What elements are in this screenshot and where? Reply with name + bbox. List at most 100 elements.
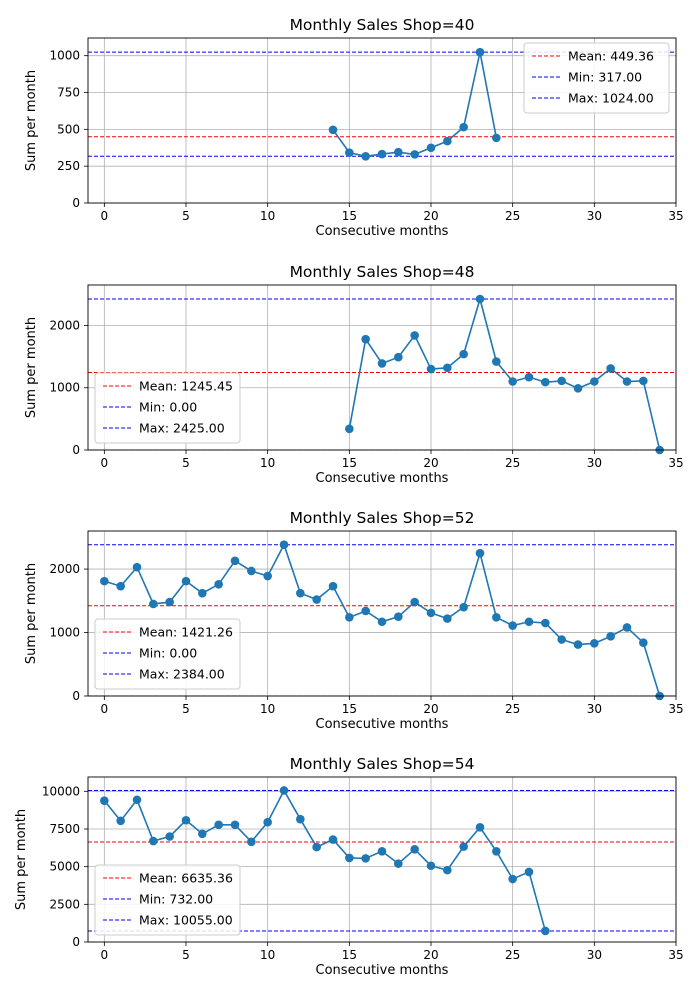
data-point bbox=[426, 364, 436, 374]
x-tick-label: 25 bbox=[505, 456, 520, 470]
data-point bbox=[214, 820, 223, 830]
x-tick-label: 0 bbox=[101, 702, 109, 716]
x-tick-label: 5 bbox=[182, 456, 190, 470]
data-point bbox=[426, 861, 436, 871]
data-point bbox=[377, 149, 387, 159]
y-axis-label: Sum per month bbox=[24, 70, 39, 171]
data-point bbox=[198, 829, 207, 839]
data-point bbox=[116, 581, 125, 591]
data-point bbox=[410, 150, 419, 159]
data-point bbox=[541, 377, 550, 387]
x-tick-label: 15 bbox=[342, 702, 357, 716]
data-point bbox=[361, 854, 370, 863]
data-point bbox=[639, 376, 648, 386]
data-point bbox=[590, 639, 599, 648]
x-tick-label: 25 bbox=[505, 209, 520, 223]
data-point bbox=[361, 606, 370, 616]
data-point bbox=[426, 143, 436, 153]
x-tick-label: 30 bbox=[587, 702, 602, 716]
data-point bbox=[100, 796, 109, 805]
x-tick-label: 35 bbox=[668, 456, 683, 470]
x-tick-label: 10 bbox=[260, 209, 275, 223]
y-tick-label: 7500 bbox=[49, 822, 80, 836]
legend-entry-label: Min: 0.00 bbox=[139, 400, 197, 415]
x-tick-label: 30 bbox=[587, 209, 602, 223]
subplot-4: 0 5 10 15 20 25 30 35 0 2500 5000 7500 10000 Monthly … bbox=[14, 755, 684, 978]
data-point bbox=[230, 556, 240, 566]
data-point bbox=[622, 623, 632, 632]
x-tick-label: 25 bbox=[505, 702, 520, 716]
x-tick-label: 35 bbox=[668, 702, 683, 716]
data-point bbox=[377, 617, 387, 627]
subplot-1: 0 5 10 15 20 25 30 35 0 250 500 750 1000 Monthly Sale… bbox=[24, 16, 684, 239]
x-tick-label: 20 bbox=[423, 702, 438, 716]
legend-entry-label: Mean: 449.36 bbox=[568, 49, 654, 64]
data-point bbox=[181, 815, 191, 825]
data-point bbox=[606, 632, 615, 641]
y-tick-label: 250 bbox=[57, 159, 80, 173]
data-point bbox=[475, 548, 485, 558]
chart-title: Monthly Sales Shop=54 bbox=[290, 755, 475, 773]
y-tick-label: 2500 bbox=[49, 897, 80, 911]
data-point bbox=[475, 294, 485, 304]
y-axis-label: Sum per month bbox=[24, 317, 39, 418]
y-tick-label: 1000 bbox=[49, 381, 80, 395]
data-point bbox=[394, 612, 403, 621]
legend: Mean: 1421.26 Min: 0.00 Max: 2384.00 bbox=[94, 618, 241, 690]
y-tick-label: 1000 bbox=[49, 626, 80, 640]
legend-entry-label: Max: 2384.00 bbox=[139, 667, 225, 682]
data-point bbox=[443, 136, 452, 146]
x-tick-label: 5 bbox=[182, 948, 190, 962]
data-point bbox=[410, 597, 419, 607]
x-axis-label: Consecutive months bbox=[316, 224, 449, 239]
x-tick-label: 30 bbox=[587, 456, 602, 470]
data-point bbox=[475, 47, 485, 57]
data-point bbox=[345, 424, 354, 434]
data-point bbox=[361, 334, 370, 344]
data-point bbox=[132, 795, 142, 805]
data-point bbox=[377, 846, 387, 856]
y-tick-label: 2000 bbox=[49, 318, 80, 332]
axes-frame bbox=[87, 776, 677, 943]
data-point bbox=[247, 837, 256, 847]
data-point bbox=[508, 621, 517, 630]
data-point bbox=[198, 588, 207, 598]
data-point bbox=[524, 372, 534, 382]
data-point bbox=[541, 618, 550, 628]
x-tick-label: 10 bbox=[260, 702, 275, 716]
data-point bbox=[312, 595, 321, 604]
data-point bbox=[394, 147, 403, 157]
data-point bbox=[394, 859, 403, 868]
series-line bbox=[348, 296, 661, 451]
series-line bbox=[103, 788, 547, 932]
y-axis-label: Sum per month bbox=[14, 809, 29, 910]
y-tick-label: 2000 bbox=[49, 562, 80, 576]
data-point bbox=[214, 580, 223, 589]
series-line bbox=[332, 51, 498, 158]
x-tick-label: 10 bbox=[260, 456, 275, 470]
data-point bbox=[377, 359, 387, 368]
legend-entry-label: Min: 317.00 bbox=[568, 70, 642, 85]
data-point bbox=[459, 602, 468, 612]
data-point bbox=[573, 384, 583, 393]
x-tick-label: 15 bbox=[342, 209, 357, 223]
data-point bbox=[296, 814, 305, 824]
x-tick-label: 30 bbox=[587, 948, 602, 962]
chart-title: Monthly Sales Shop=48 bbox=[290, 263, 475, 281]
data-point bbox=[328, 835, 338, 844]
legend: Mean: 6635.36 Min: 732.00 Max: 10055.00 bbox=[94, 864, 241, 936]
y-tick-label: 500 bbox=[57, 122, 80, 136]
data-point bbox=[165, 597, 174, 607]
legend-box bbox=[94, 618, 241, 690]
legend: Mean: 1245.45 Min: 0.00 Max: 2425.00 bbox=[94, 372, 241, 444]
data-point bbox=[443, 865, 452, 875]
subplot-2: 0 5 10 15 20 25 30 35 0 1000 2000 Monthly Sales Sho… bbox=[24, 263, 684, 486]
legend-entry-label: Mean: 1421.26 bbox=[139, 625, 233, 640]
legend-entry-label: Mean: 6635.36 bbox=[139, 871, 233, 886]
legend-box bbox=[94, 372, 241, 444]
axes-frame bbox=[87, 37, 677, 204]
data-point bbox=[459, 349, 468, 359]
data-point bbox=[263, 571, 272, 581]
